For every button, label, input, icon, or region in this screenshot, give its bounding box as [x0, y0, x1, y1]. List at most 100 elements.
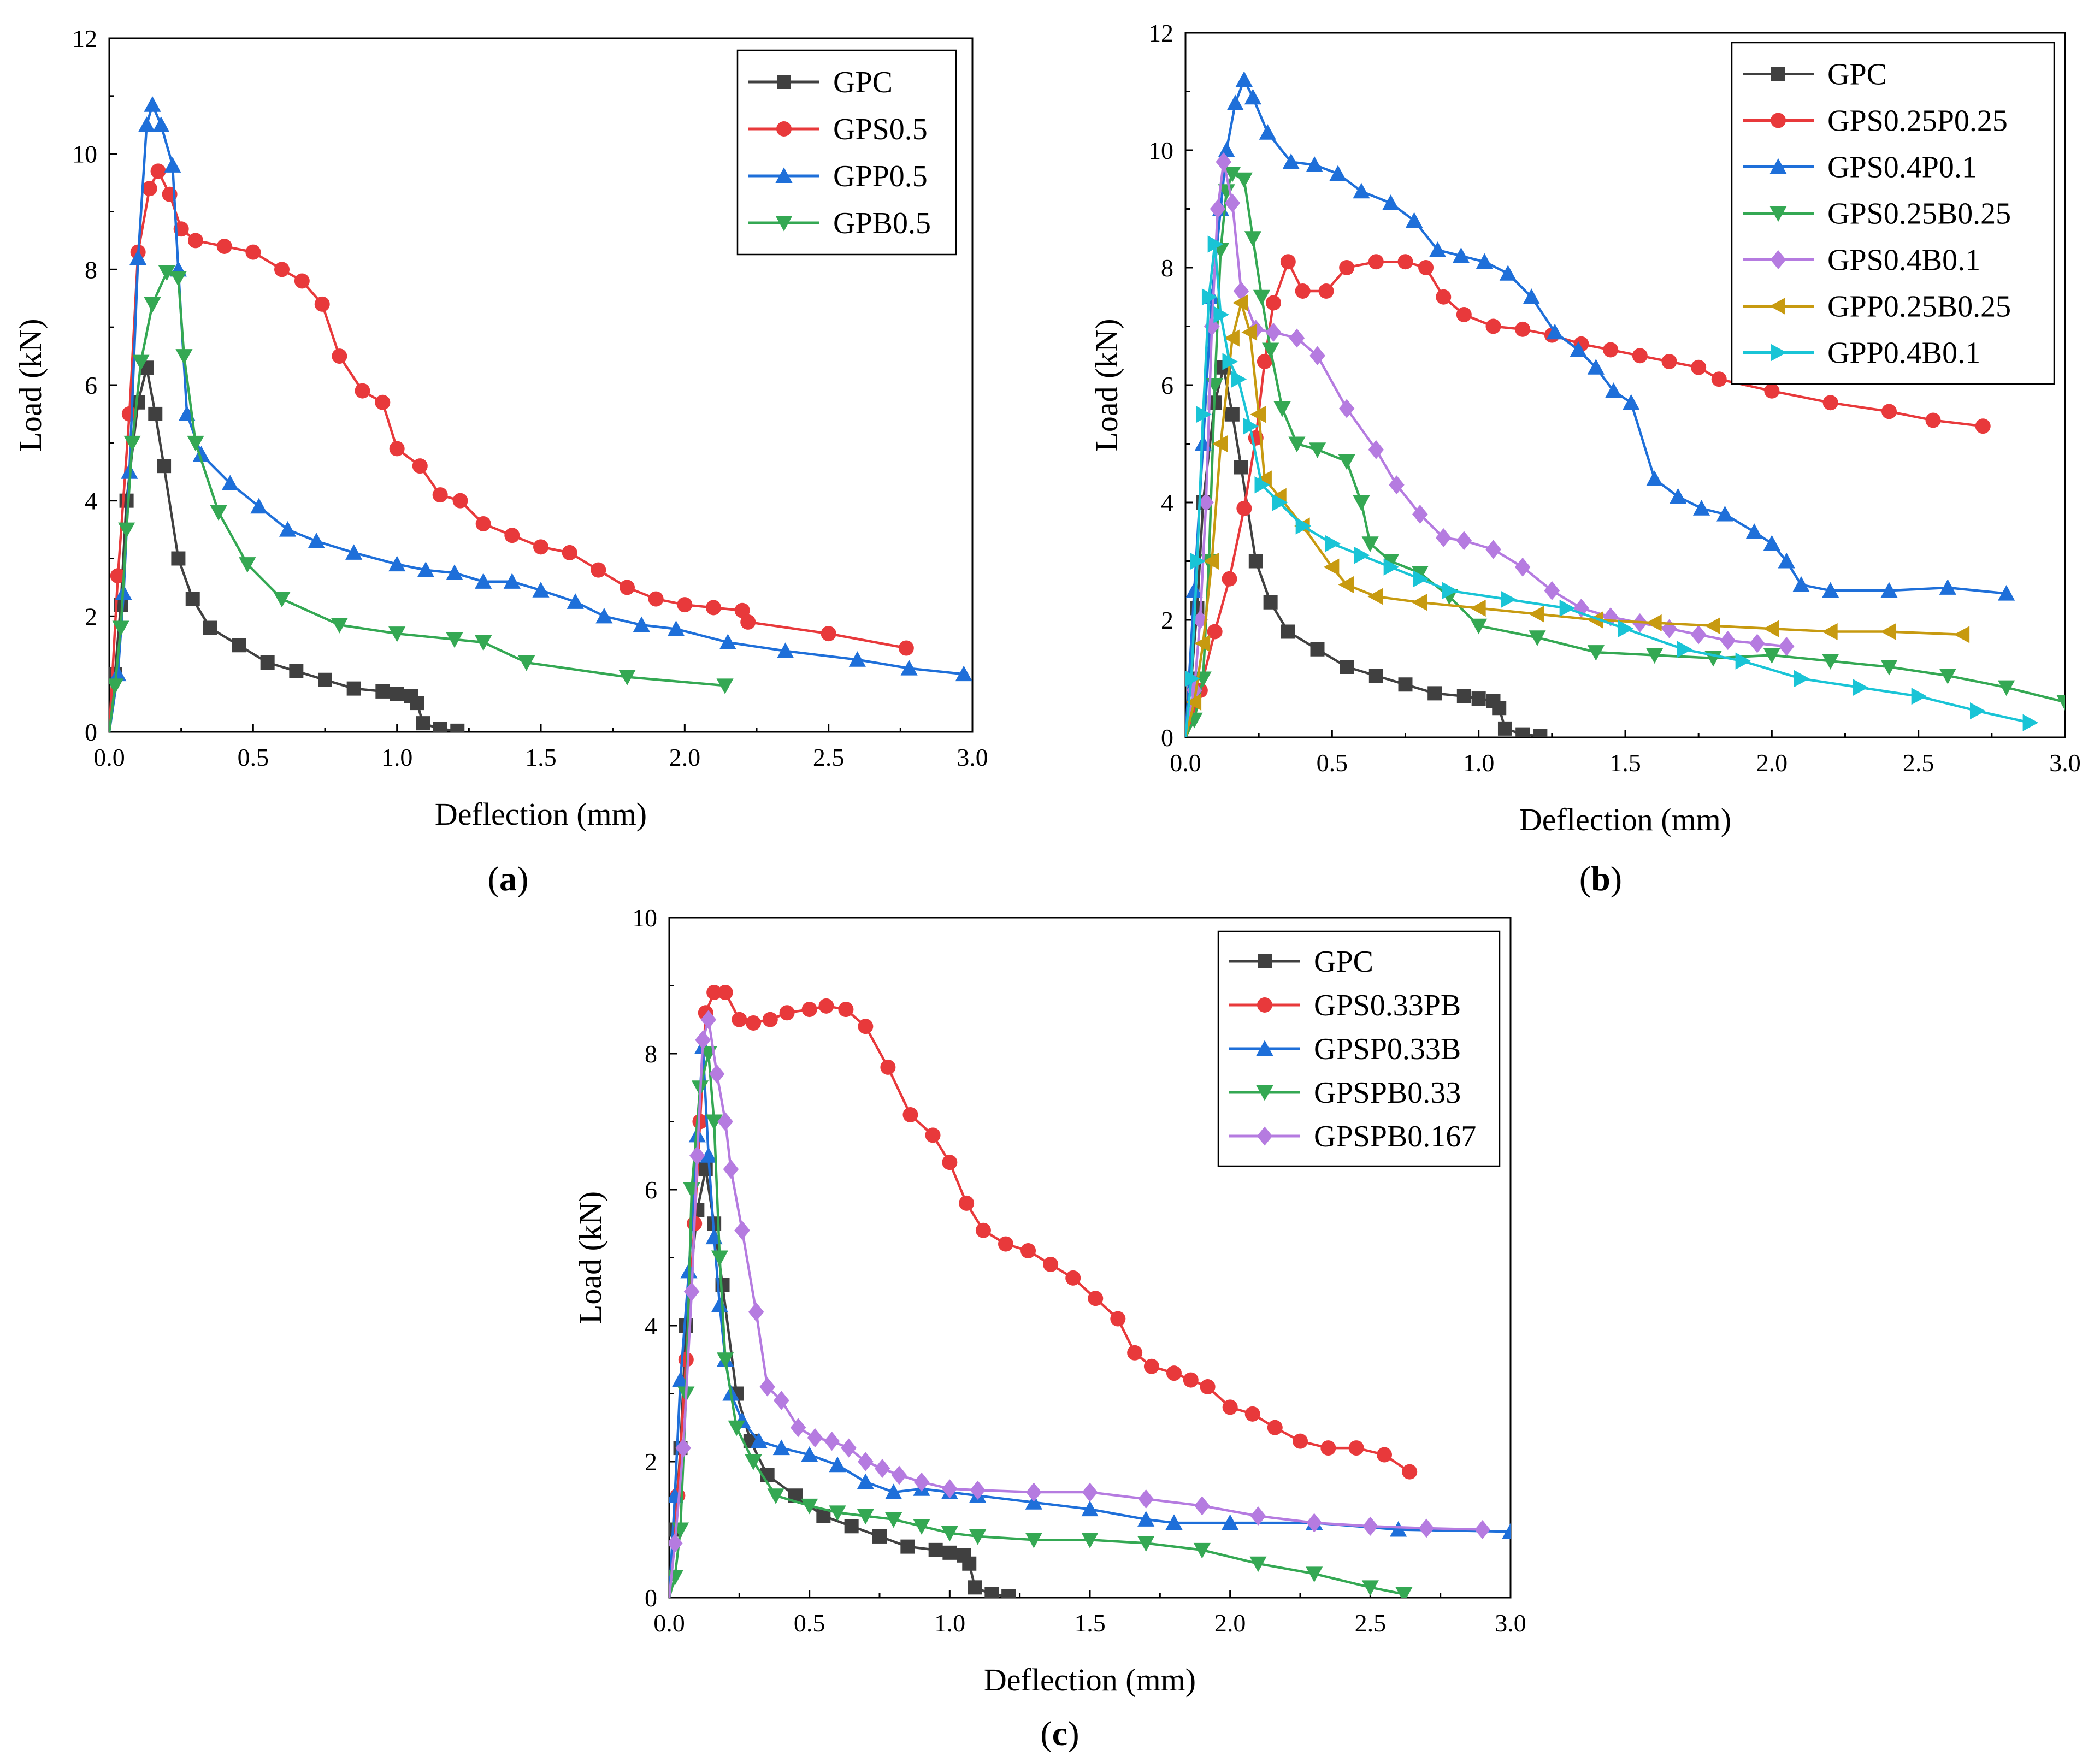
- legend-gpsp0-33b-label: GPSP0.33B: [1314, 1032, 1461, 1066]
- series-gps0-4p0-1-point: [1259, 124, 1276, 140]
- series-gpp0-5-point: [777, 642, 794, 658]
- series-gpb0-5-point: [618, 670, 636, 686]
- series-gps0-4b0-1-point: [1309, 346, 1325, 365]
- series-gpc-point: [416, 716, 430, 731]
- series-gpsp0-33b-point: [885, 1483, 902, 1500]
- series-gps0-5-point: [121, 406, 137, 422]
- series-gpc-point: [375, 684, 390, 699]
- x-tick-label: 0.5: [794, 1609, 825, 1637]
- series-gps0-4b0-1-point: [1485, 540, 1501, 559]
- series-gps0-4b0-1-point: [1389, 475, 1405, 495]
- series-gpc-point: [1497, 721, 1512, 736]
- series-gpp0-4b0-1-point: [1383, 558, 1400, 576]
- series-gps0-25p0-25-point: [1925, 412, 1941, 428]
- series-gpspb0-33-point: [1081, 1533, 1099, 1548]
- series-gpp0-25b0-25-point: [1338, 576, 1354, 594]
- x-axis-title: Deflection (mm): [1519, 802, 1731, 837]
- legend-gpc-label: GPC: [1827, 58, 1887, 92]
- series-gpspb0-167-point: [913, 1472, 930, 1492]
- series-gpp0-4b0-1-point: [1185, 671, 1200, 687]
- series-gpb0-5-point: [388, 626, 406, 642]
- series-gpp0-4b0-1-point: [1442, 582, 1458, 599]
- series-gps0-25b0-25-point: [1470, 618, 1488, 635]
- series-gps0-4p0-1-point: [1329, 165, 1347, 181]
- series-gpp0-25b0-25-point: [1241, 323, 1258, 341]
- series-gps0-33pb-point: [706, 984, 722, 1000]
- series-gpc-point: [185, 592, 200, 606]
- y-tick-label: 12: [72, 25, 97, 52]
- series-gps0-4b0-1-point: [1233, 281, 1249, 301]
- series-gpb0-5: [109, 265, 734, 732]
- series-gpspb0-167-point: [1250, 1506, 1266, 1526]
- series-gpspb0-33-point: [801, 1498, 818, 1515]
- series-gps0-4p0-1-point: [1587, 359, 1605, 375]
- legend-gps0-5-label: GPS0.5: [833, 113, 928, 146]
- series-gpp0-4b0-1-point: [1190, 552, 1206, 570]
- y-tick-label: 0: [645, 1584, 657, 1612]
- legend-gpp0-5-marker: [775, 167, 793, 183]
- series-gps0-33pb-point: [1088, 1291, 1104, 1306]
- series-gpc-point: [872, 1529, 887, 1544]
- series-gpsp0-33b-point: [801, 1446, 818, 1462]
- series-gpsp0-33b-point: [772, 1439, 790, 1456]
- series-gpc-point: [260, 655, 275, 670]
- series-gpp0-5-point: [164, 157, 181, 173]
- series-gps0-25p0-25-point: [1397, 254, 1413, 270]
- x-tick-label: 2.5: [1355, 1609, 1387, 1637]
- series-gps0-5-point: [332, 348, 347, 364]
- series-gpspb0-167-point: [1306, 1513, 1322, 1533]
- series-layer: [669, 984, 1511, 1598]
- series-gpp0-5-point: [595, 607, 613, 624]
- series-gpc-point: [1471, 691, 1486, 706]
- series-gpp0-4b0-1-line: [1185, 243, 2031, 737]
- series-gpspb0-33-point: [728, 1420, 745, 1436]
- series-gps0-33pb-point: [1267, 1420, 1283, 1435]
- caption-a: (a): [488, 859, 529, 898]
- series-gps0-25p0-25-point: [1456, 307, 1472, 322]
- x-tick-label: 0.0: [93, 743, 125, 771]
- series-gpp0-5-point: [567, 593, 584, 609]
- series-gps0-4p0-1-point: [1605, 382, 1623, 398]
- series-gps0-25b0-25-point: [1218, 184, 1235, 200]
- series-gps0-25b0-25-point: [1224, 167, 1241, 182]
- series-gps0-4p0-1-point: [1822, 582, 1839, 598]
- y-tick-label: 6: [85, 371, 97, 399]
- chart-panel-a: 0.0 0.5 1.0 1.5 2.0 2.5 3.0 0 2 4 6 8 10 12 Deflection…: [13, 25, 988, 832]
- series-gps0-4b0-1-point: [1412, 504, 1428, 524]
- series-gpp0-5-point: [475, 573, 492, 589]
- series-gps0-25b0-25-point: [1382, 554, 1400, 570]
- series-gps0-4b0-1-point: [1216, 152, 1232, 172]
- series-gpsp0-33b-point: [671, 1371, 689, 1387]
- series-gpsp0-33b-point: [1390, 1521, 1407, 1537]
- series-gps0-25p0-25-point: [1515, 321, 1531, 337]
- series-gps0-4p0-1-point: [1716, 505, 1734, 522]
- series-gps0-25b0-25-point: [1253, 289, 1271, 306]
- series-gpp0-5-point: [109, 665, 127, 682]
- series-gpp0-4b0-1-point: [2022, 714, 2039, 731]
- series-gpp0-25b0-25-point: [1529, 605, 1544, 623]
- legend-gps0-4p0-1-label: GPS0.4P0.1: [1827, 151, 1977, 185]
- series-gps0-25p0-25-point: [1368, 254, 1384, 270]
- chart-panel-c: 0.0 0.5 1.0 1.5 2.0 2.5 3.0 0 2 4 6 8 10 Deflection (…: [573, 904, 1526, 1698]
- series-gpc-point: [962, 1556, 977, 1571]
- series-gps0-4p0-1-point: [1646, 470, 1664, 486]
- series-gps0-5-point: [452, 493, 468, 509]
- series-gpp0-4b0-1-point: [1735, 652, 1751, 670]
- series-gpc-point: [942, 1545, 957, 1560]
- x-tick-label: 1.5: [525, 743, 557, 771]
- series-gpspb0-33-point: [969, 1529, 987, 1545]
- series-gpc-point: [1492, 701, 1507, 716]
- series-gps0-4b0-1-point: [1289, 328, 1305, 348]
- series-gps0-25p0-25: [1185, 254, 1991, 737]
- series-gps0-25p0-25-point: [1603, 342, 1619, 358]
- series-gpp0-25b0-25-point: [1646, 614, 1662, 631]
- series-gps0-4p0-1-point: [1499, 265, 1517, 281]
- y-tick-label: 2: [85, 602, 97, 630]
- series-gpc-point: [1456, 689, 1471, 703]
- series-gpp0-5-point: [955, 665, 972, 682]
- series-gpspb0-167-point: [709, 1064, 725, 1084]
- series-gpp0-4b0-1-point: [1677, 641, 1692, 658]
- series-gps0-4p0-1-point: [1939, 579, 1956, 595]
- legend: GPC GPS0.33PB GPSP0.33B GPSPB0.33 GPSPB0.167: [1217, 930, 1501, 1167]
- series-gpspb0-33-point: [745, 1454, 762, 1470]
